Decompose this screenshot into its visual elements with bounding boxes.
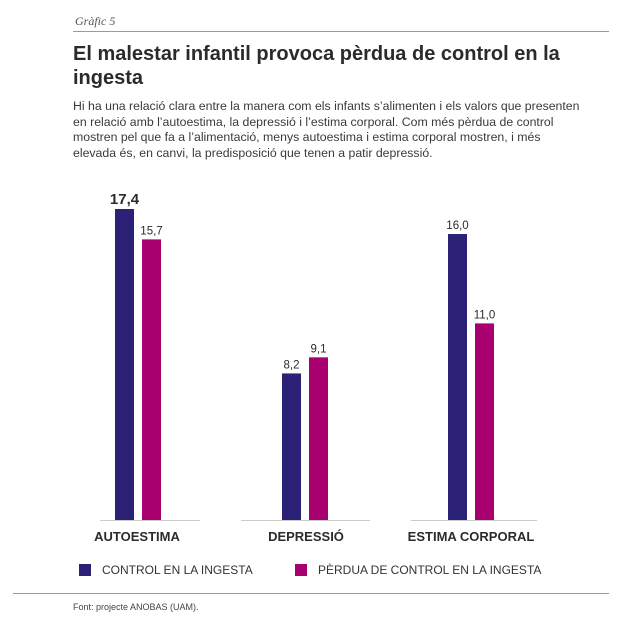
bar-loss [309,357,328,520]
chart-number-label: Gràfic 5 [75,14,116,28]
legend-swatch-control [79,564,91,576]
data-label: 11,0 [474,309,496,321]
category-label: ESTIMA CORPORAL [408,529,535,544]
data-label: 9,1 [311,343,327,355]
data-label: 15,7 [140,225,162,237]
bar-control [282,373,301,520]
top-divider [73,31,609,32]
bottom-divider [13,593,609,594]
legend-item-control: CONTROL EN LA INGESTA [79,563,253,577]
bar-control [448,234,467,520]
bar-loss [142,239,161,520]
source-note: Font: projecte ANOBAS (UAM). [73,602,199,612]
data-label: 17,4 [110,191,140,208]
category-label: AUTOESTIMA [94,529,180,544]
bar-control [115,209,134,520]
legend-label-control: CONTROL EN LA INGESTA [102,563,253,577]
category-label: DEPRESSIÓ [268,529,344,544]
bar-loss [475,323,494,520]
data-label: 16,0 [446,220,468,232]
legend-label-loss: PÈRDUA DE CONTROL EN LA INGESTA [318,563,542,577]
chart-subtitle: Hi ha una relació clara entre la manera … [73,99,580,160]
chart-title: El malestar infantil provoca pèrdua de c… [73,43,560,89]
legend-swatch-loss [295,564,307,576]
legend-item-loss: PÈRDUA DE CONTROL EN LA INGESTA [295,563,541,577]
data-label: 8,2 [284,359,300,371]
